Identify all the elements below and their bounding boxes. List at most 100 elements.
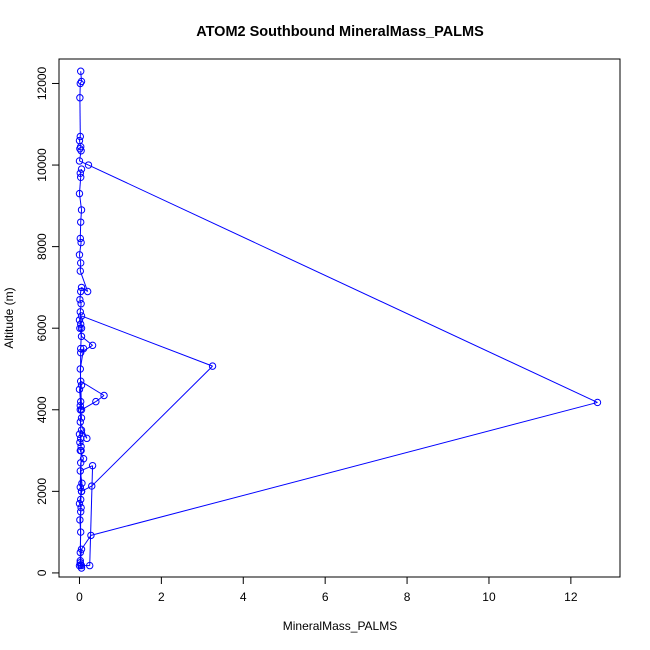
plot-frame	[58, 58, 621, 578]
data-point	[77, 77, 86, 86]
series-segment	[79, 81, 82, 84]
x-tick-label: 6	[322, 590, 329, 604]
x-tick-label: 12	[564, 590, 578, 604]
series-segment	[79, 160, 89, 166]
data-point	[77, 414, 86, 422]
data-point	[88, 341, 97, 350]
data-point	[77, 381, 86, 389]
data-point	[77, 259, 85, 267]
data-point	[77, 397, 85, 406]
series-segment	[80, 71, 83, 82]
data-point	[77, 324, 86, 332]
data-point	[76, 365, 84, 373]
data-point	[76, 94, 84, 102]
y-tick-label: 6000	[35, 315, 49, 342]
series-segment	[79, 291, 82, 300]
data-point	[76, 234, 84, 243]
data-point	[76, 169, 84, 177]
data-point	[76, 467, 84, 475]
y-tick-label: 10000	[35, 148, 49, 182]
data-point	[75, 189, 84, 198]
data-point	[77, 446, 85, 455]
series-segment	[95, 395, 105, 403]
data-point	[77, 545, 86, 553]
data-point	[76, 145, 84, 153]
data-point	[77, 173, 85, 181]
series-segment	[90, 401, 598, 536]
data-point	[75, 499, 84, 508]
data-point	[78, 479, 86, 487]
data-point	[84, 161, 93, 169]
series-segment	[88, 164, 598, 403]
x-tick-label: 0	[76, 590, 83, 604]
data-point	[75, 385, 84, 394]
data-point	[77, 320, 85, 328]
data-point	[83, 287, 92, 296]
data-point	[88, 461, 97, 470]
y-axis-label: Altitude (m)	[2, 287, 16, 348]
data-point	[77, 283, 86, 292]
data-point	[88, 482, 96, 490]
series-segment	[78, 177, 82, 194]
data-point	[76, 132, 84, 141]
data-point	[76, 267, 84, 275]
y-tick-label: 0	[35, 569, 49, 576]
series-segment	[81, 335, 93, 346]
series-segment	[78, 242, 82, 255]
data-point	[75, 157, 84, 165]
data-point	[77, 508, 85, 516]
data-point	[76, 483, 84, 491]
data-point	[76, 79, 84, 88]
y-tick-label: 8000	[35, 233, 49, 260]
y-tick-label: 2000	[35, 478, 49, 505]
data-point	[77, 564, 86, 572]
data-point	[83, 434, 91, 443]
data-point	[76, 438, 84, 447]
data-point	[75, 251, 84, 259]
data-point	[76, 295, 84, 304]
data-point	[77, 218, 85, 226]
x-tick-label: 8	[404, 590, 411, 604]
data-point	[77, 561, 85, 569]
series-segment	[81, 535, 92, 550]
data-point	[76, 516, 84, 524]
data-point	[87, 531, 95, 540]
data-point	[77, 165, 86, 173]
data-point	[75, 316, 84, 324]
data-point	[76, 556, 84, 565]
data-point	[77, 348, 85, 357]
data-point	[77, 287, 85, 296]
data-point	[77, 300, 85, 308]
data-point	[593, 398, 602, 407]
data-point	[100, 391, 108, 400]
series-segment	[80, 209, 83, 223]
data-point	[79, 455, 88, 463]
chart-title: ATOM2 Southbound MineralMass_PALMS	[196, 24, 484, 40]
data-point	[76, 401, 84, 410]
series-segment	[91, 365, 213, 487]
data-point	[77, 312, 86, 320]
y-tick-label: 12000	[35, 66, 49, 100]
data-point	[77, 238, 85, 247]
x-tick-label: 10	[482, 590, 496, 604]
x-tick-label: 4	[240, 590, 247, 604]
data-point	[208, 362, 217, 370]
series-segment	[81, 485, 92, 492]
data-point	[76, 406, 84, 414]
data-point	[77, 344, 85, 353]
data-point	[77, 67, 85, 75]
series-segment	[78, 254, 82, 264]
data-point	[77, 561, 86, 570]
data-point	[77, 147, 85, 155]
data-point	[77, 206, 86, 214]
y-tick-label: 4000	[35, 396, 49, 423]
data-point	[92, 397, 100, 406]
data-point	[77, 528, 85, 536]
series-lines	[78, 71, 598, 569]
y-axis: 0 2000 4000 6000 8000 10000 12000	[35, 66, 60, 576]
data-point	[77, 503, 85, 512]
data-point	[77, 495, 85, 504]
data-point	[76, 308, 84, 316]
x-axis-label: MineralMass_PALMS	[283, 619, 397, 633]
